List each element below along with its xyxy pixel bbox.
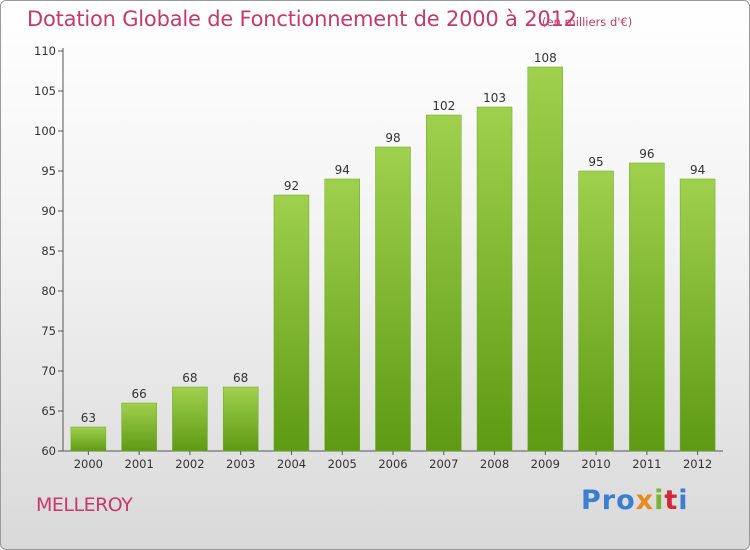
- data-label: 68: [182, 371, 197, 385]
- bar-2002: [172, 386, 208, 452]
- data-label: 96: [639, 147, 654, 161]
- bar-2011: [629, 162, 665, 452]
- bar-2004: [273, 194, 310, 452]
- bar-2008: [476, 106, 513, 452]
- data-label: 63: [81, 411, 96, 425]
- data-label: 95: [588, 155, 603, 169]
- y-tick-label: 110: [34, 44, 56, 58]
- y-tick-label: 105: [34, 84, 56, 98]
- data-label: 108: [534, 51, 557, 65]
- data-label: 102: [432, 99, 455, 113]
- data-label: 68: [233, 371, 248, 385]
- x-tick-label: 2002: [175, 457, 204, 471]
- bar-2003: [222, 386, 259, 452]
- proxiti-logo: Proxiti: [581, 485, 689, 516]
- x-tick-label: 2006: [378, 457, 407, 471]
- bar-2006: [375, 146, 411, 452]
- commune-name: MELLEROY: [36, 494, 133, 516]
- y-tick-label: 90: [41, 204, 56, 218]
- x-tick-label: 2007: [429, 457, 458, 471]
- x-tick-label: 2000: [74, 457, 103, 471]
- x-tick-label: 2001: [125, 457, 154, 471]
- data-label: 92: [284, 179, 299, 193]
- bar-2010: [578, 170, 614, 452]
- y-tick-label: 75: [41, 324, 56, 338]
- y-tick-label: 60: [41, 444, 56, 458]
- data-label: 103: [483, 91, 506, 105]
- y-tick-label: 100: [34, 124, 56, 138]
- x-tick-label: 2005: [328, 457, 357, 471]
- x-tick-label: 2011: [632, 457, 661, 471]
- chart-title: Dotation Globale de Fonctionnement de 20…: [27, 7, 577, 31]
- x-tick-label: 2012: [683, 457, 712, 471]
- x-tick-label: 2008: [480, 457, 509, 471]
- x-tick-label: 2004: [277, 457, 306, 471]
- x-tick-label: 2009: [531, 457, 560, 471]
- bar-2005: [324, 178, 360, 452]
- y-tick-label: 85: [41, 244, 56, 258]
- y-tick-label: 80: [41, 284, 56, 298]
- y-tick-label: 70: [41, 364, 56, 378]
- bar-2001: [121, 402, 157, 452]
- x-tick-label: 2010: [581, 457, 610, 471]
- bar-2012: [679, 178, 716, 452]
- data-label: 66: [132, 387, 147, 401]
- data-label: 94: [335, 163, 350, 177]
- bar-2007: [426, 114, 462, 452]
- x-tick-label: 2003: [226, 457, 255, 471]
- y-tick-label: 65: [41, 404, 56, 418]
- chart-unit: (en milliers d'€): [542, 15, 633, 29]
- bar-2009: [527, 66, 564, 452]
- y-tick-label: 95: [41, 164, 56, 178]
- bar-2000: [70, 426, 107, 452]
- data-label: 98: [385, 131, 400, 145]
- data-label: 94: [690, 163, 705, 177]
